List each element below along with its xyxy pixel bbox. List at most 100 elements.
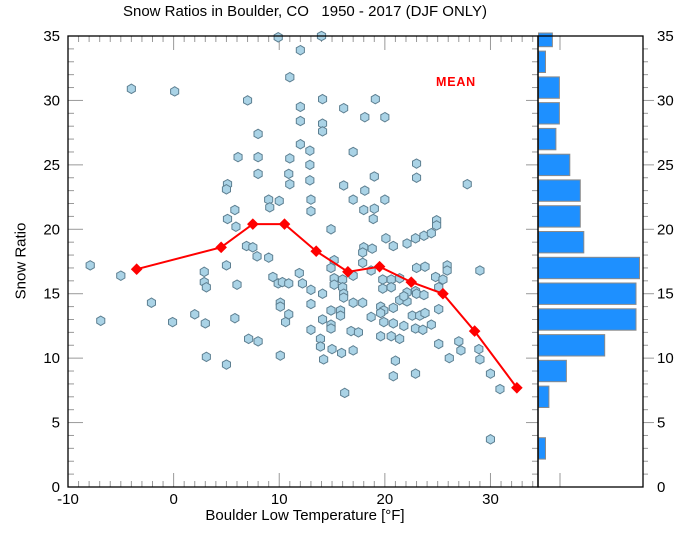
histogram-bar — [538, 76, 560, 99]
scatter-point — [348, 297, 358, 308]
scatter-point — [388, 370, 398, 382]
scatter-point — [268, 271, 278, 283]
histogram-bar — [538, 127, 557, 151]
scatter-point — [410, 368, 421, 379]
histogram-bar — [538, 359, 567, 383]
y-tick-label-left: 0 — [52, 479, 60, 496]
scatter-point — [244, 333, 254, 345]
mean-diamond-marker — [468, 325, 481, 337]
scatter-point — [253, 128, 263, 140]
scatter-point — [295, 115, 305, 127]
scatter-point — [294, 267, 304, 279]
scatter-point — [305, 159, 315, 171]
scatter-point — [431, 271, 441, 283]
scatter-point — [410, 323, 421, 334]
scatter-point — [368, 213, 378, 225]
scatter-point — [285, 178, 295, 190]
scatter-point — [475, 265, 485, 276]
scatter-point — [306, 298, 316, 310]
scatter-point — [264, 252, 274, 263]
histogram-bar — [538, 256, 640, 280]
scatter-point — [305, 175, 315, 186]
y-tick-label-left: 10 — [43, 350, 60, 367]
scatter-point — [386, 330, 396, 342]
scatter-point — [410, 233, 421, 244]
scatter-point — [233, 151, 243, 163]
scatter-point — [456, 345, 466, 356]
scatter-point — [168, 316, 178, 328]
scatter-point — [475, 354, 485, 365]
x-tick-label: 10 — [271, 491, 288, 508]
scatter-point — [170, 86, 180, 97]
histogram-bar — [538, 385, 550, 409]
scatter-point — [243, 95, 253, 106]
y-tick-label-right: 25 — [657, 157, 674, 174]
scatter-point — [319, 354, 329, 365]
y-tick-label-left: 25 — [43, 157, 60, 174]
histogram-bars — [538, 32, 640, 460]
scatter-point — [275, 301, 285, 312]
scatter-point — [418, 324, 428, 336]
scatter-point — [318, 314, 328, 325]
mean-diamond-marker — [215, 241, 227, 254]
scatter-point — [346, 325, 356, 337]
scatter-point — [326, 305, 336, 316]
scatter-point — [360, 185, 370, 196]
scatter-point — [318, 288, 328, 299]
scatter-point — [275, 350, 285, 361]
y-tick-label-right: 0 — [657, 479, 665, 496]
scatter-point — [438, 274, 448, 285]
scatter-point — [370, 93, 380, 105]
scatter-point — [348, 345, 358, 356]
scatter-point — [190, 309, 200, 320]
scatter-point — [201, 282, 211, 293]
histogram-bar — [538, 179, 581, 202]
y-tick-label-right: 15 — [657, 286, 674, 303]
scatter-point — [281, 316, 291, 328]
scatter-point — [248, 242, 258, 253]
histogram-bar — [538, 308, 637, 331]
scatter-point — [221, 184, 231, 195]
scatter-point — [379, 316, 389, 328]
mean-diamond-marker — [437, 287, 449, 300]
scatter-point — [273, 32, 283, 43]
histogram-bar — [538, 437, 546, 460]
scatter-point — [340, 387, 350, 399]
scatter-point — [96, 315, 106, 327]
histogram-panel-border — [537, 35, 644, 488]
scatter-point — [381, 233, 391, 244]
scatter-point — [434, 303, 444, 315]
scatter-point — [306, 324, 316, 336]
mean-legend-label: MEAN — [435, 75, 477, 89]
mean-series — [130, 218, 523, 394]
mean-diamond-marker — [373, 260, 386, 273]
scatter-point — [388, 318, 398, 329]
scatter-point — [306, 205, 316, 217]
histogram-bar — [538, 50, 546, 73]
scatter-point — [412, 288, 422, 299]
scatter-point — [420, 261, 430, 272]
mean-diamond-marker — [247, 218, 259, 230]
scatter-point — [295, 101, 305, 113]
y-tick-label-right: 10 — [657, 350, 674, 367]
scatter-point — [376, 307, 386, 319]
scatter-point — [326, 262, 336, 274]
histogram-bar — [538, 282, 637, 305]
scatter-point — [485, 368, 495, 379]
scatter-point — [326, 224, 336, 235]
scatter-point — [85, 260, 95, 271]
scatter-point — [327, 343, 337, 355]
scatter-point — [353, 327, 363, 338]
scatter-point — [295, 44, 305, 56]
scatter-point — [358, 247, 368, 258]
scatter-point — [339, 292, 349, 303]
scatter-point — [265, 202, 275, 213]
scatter-point — [402, 238, 412, 249]
mean-diamond-marker — [342, 266, 354, 278]
x-tick-label: 20 — [377, 491, 394, 508]
y-tick-label-left: 5 — [52, 415, 60, 432]
histogram-bar — [538, 102, 560, 125]
